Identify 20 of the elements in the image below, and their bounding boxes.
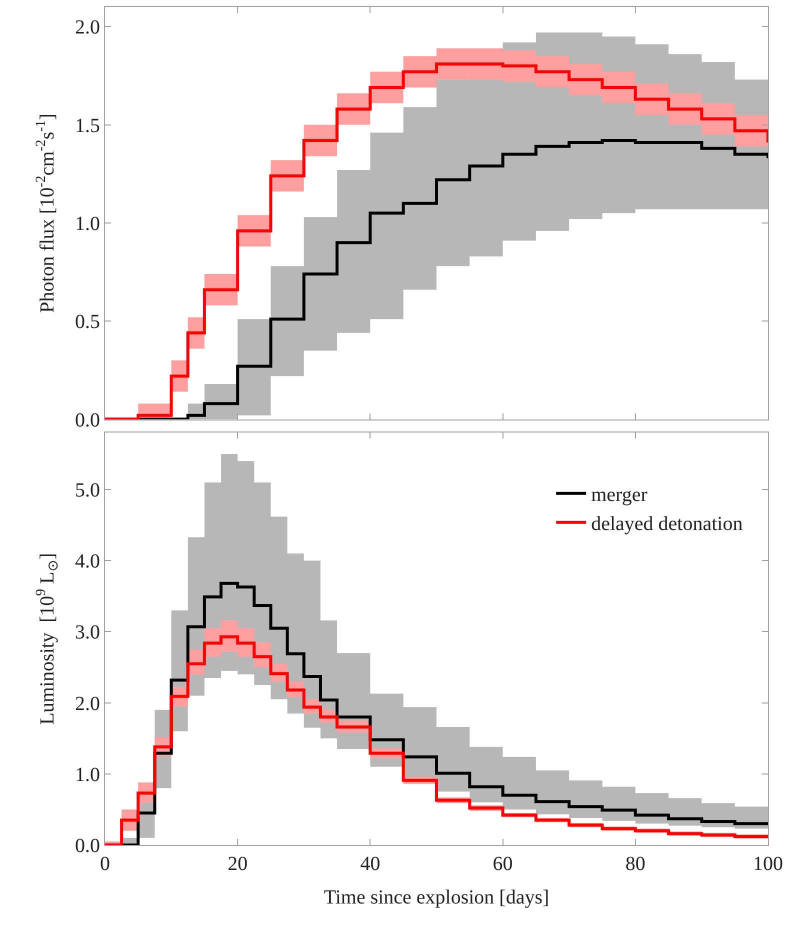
y-tick-label: 1.0 (75, 212, 100, 235)
y-tick-label: 0.0 (75, 835, 100, 858)
x-axis-title: Time since explosion [days] (324, 886, 550, 908)
y-tick-label: 5.0 (75, 480, 100, 502)
y-tick-label: 0.0 (75, 409, 100, 432)
y-tick-label: 2.0 (75, 16, 100, 39)
y-tick-label: 0.5 (75, 311, 100, 334)
y-tick-label: 3.0 (75, 622, 100, 644)
x-tick-label: 20 (228, 853, 248, 875)
legend-label: delayed detonation (591, 513, 743, 536)
legend-label: merger (591, 484, 648, 506)
y-tick-label: 1.5 (75, 114, 100, 137)
x-tick-label: 40 (360, 853, 380, 875)
x-tick-label: 60 (492, 853, 513, 875)
x-tick-label: 100 (753, 853, 783, 875)
y-tick-label: 2.0 (75, 692, 100, 715)
y-tick-label: 1.0 (75, 764, 100, 786)
x-tick-label: 0 (100, 853, 110, 875)
x-tick-label: 80 (625, 853, 646, 875)
y-tick-label: 4.0 (75, 550, 100, 573)
